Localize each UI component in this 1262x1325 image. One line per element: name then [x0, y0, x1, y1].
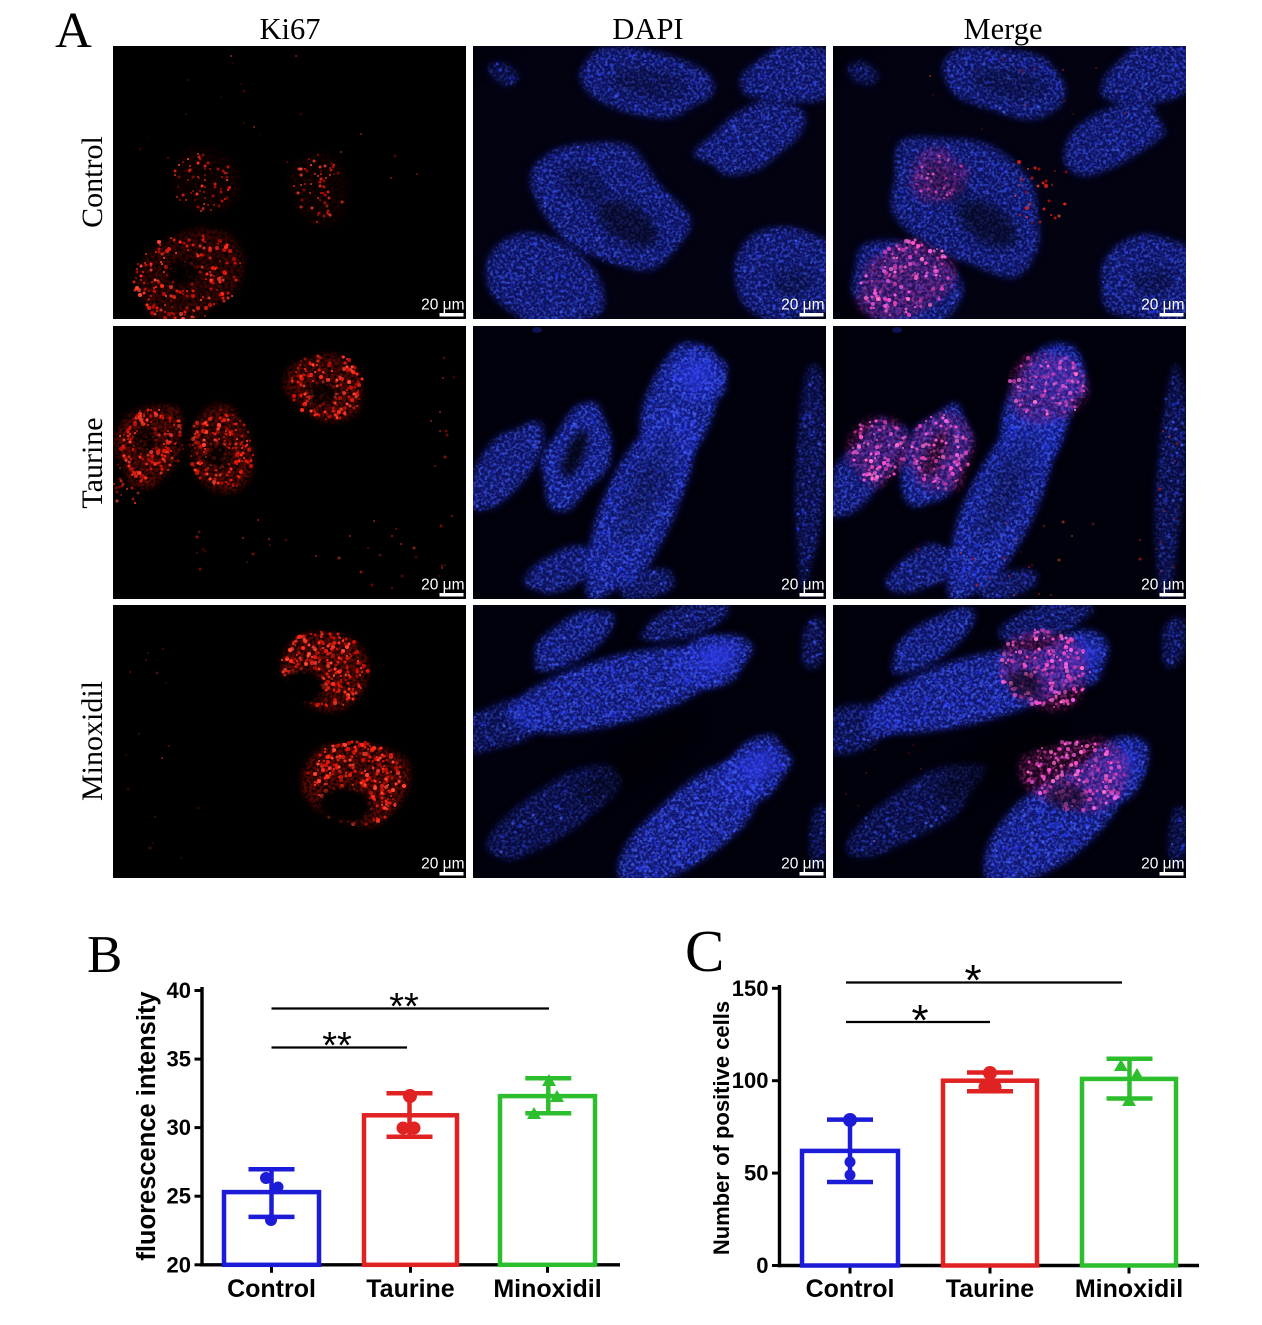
svg-text:0: 0	[756, 1253, 768, 1278]
svg-text:20 μm: 20 μm	[1141, 577, 1184, 594]
svg-text:C: C	[685, 918, 724, 984]
svg-text:Minoxidil: Minoxidil	[1075, 1275, 1183, 1303]
svg-text:Number of positive cells: Number of positive cells	[709, 1001, 734, 1255]
svg-text:20 μm: 20 μm	[1141, 856, 1184, 873]
svg-text:20 μm: 20 μm	[421, 856, 464, 873]
svg-text:Taurine: Taurine	[946, 1275, 1035, 1303]
svg-text:20: 20	[167, 1252, 191, 1277]
svg-text:A: A	[55, 3, 92, 59]
svg-text:B: B	[87, 926, 122, 984]
svg-text:DAPI: DAPI	[612, 12, 683, 46]
svg-text:30: 30	[167, 1115, 191, 1140]
svg-text:20 μm: 20 μm	[1141, 297, 1184, 314]
svg-text:*: *	[911, 996, 928, 1045]
svg-text:150: 150	[732, 976, 769, 1001]
svg-text:40: 40	[167, 978, 191, 1003]
svg-text:fluorescence intensity: fluorescence intensity	[133, 991, 161, 1261]
svg-text:**: **	[389, 986, 419, 1028]
svg-text:Control: Control	[76, 136, 109, 228]
svg-text:Taurine: Taurine	[366, 1275, 455, 1303]
svg-text:20 μm: 20 μm	[421, 577, 464, 594]
svg-text:35: 35	[167, 1047, 191, 1072]
svg-text:50: 50	[744, 1161, 768, 1186]
svg-text:Taurine: Taurine	[76, 417, 109, 508]
svg-text:Minoxidil: Minoxidil	[493, 1275, 601, 1303]
svg-text:Minoxidil: Minoxidil	[76, 681, 109, 801]
svg-text:25: 25	[167, 1184, 191, 1209]
svg-text:20 μm: 20 μm	[781, 577, 824, 594]
svg-text:Merge: Merge	[963, 12, 1042, 46]
svg-text:*: *	[964, 956, 981, 1005]
svg-text:100: 100	[732, 1068, 769, 1093]
svg-text:**: **	[322, 1025, 352, 1067]
svg-text:20 μm: 20 μm	[781, 297, 824, 314]
svg-text:Control: Control	[806, 1275, 895, 1303]
svg-text:20 μm: 20 μm	[781, 856, 824, 873]
svg-text:Control: Control	[227, 1275, 316, 1303]
svg-text:20 μm: 20 μm	[421, 297, 464, 314]
svg-text:Ki67: Ki67	[260, 12, 321, 46]
